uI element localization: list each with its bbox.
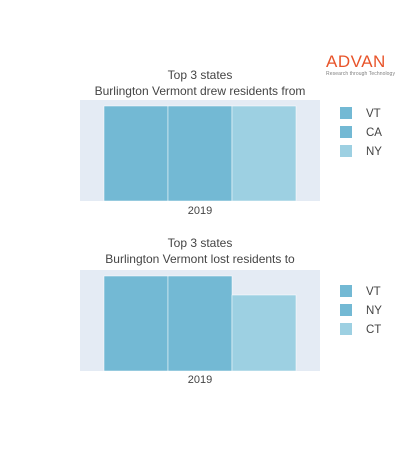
legend-swatch-vt <box>340 285 352 297</box>
legend-swatch-ny <box>340 145 352 157</box>
chart-1: Top 3 states Burlington Vermont drew resi… <box>80 68 382 217</box>
legend-label-ny: NY <box>366 146 382 158</box>
x-tick-label: 2019 <box>188 374 212 386</box>
legend-label-vt: VT <box>366 108 381 120</box>
logo-wordmark: ADVAN <box>326 52 386 71</box>
legend-swatch-ny <box>340 304 352 316</box>
legend-swatch-ca <box>340 126 352 138</box>
advan-logo: ADVAN Research through Technology <box>326 52 396 80</box>
bar-ny <box>231 105 297 202</box>
chart-title-line-2: Burlington Vermont drew residents from <box>95 84 306 98</box>
x-tick-label: 2019 <box>188 205 212 217</box>
legend-label-vt: VT <box>366 286 381 298</box>
logo-tagline: Research through Technology <box>326 71 396 77</box>
chart-title-line-1: Top 3 states <box>168 236 233 250</box>
chart-2: Top 3 states Burlington Vermont lost resi… <box>80 236 382 386</box>
legend-label-ny: NY <box>366 305 382 317</box>
legend-label-ct: CT <box>366 324 381 336</box>
bar-ct <box>231 294 297 372</box>
chart-title-line-2: Burlington Vermont lost residents to <box>105 252 295 266</box>
bar-vt <box>103 275 169 372</box>
bar-ny <box>167 275 233 372</box>
legend-label-ca: CA <box>366 127 382 139</box>
legend-swatch-ct <box>340 323 352 335</box>
chart-title-line-1: Top 3 states <box>168 68 233 82</box>
bar-ca <box>167 105 233 202</box>
legend-swatch-vt <box>340 107 352 119</box>
bar-vt <box>103 105 169 202</box>
